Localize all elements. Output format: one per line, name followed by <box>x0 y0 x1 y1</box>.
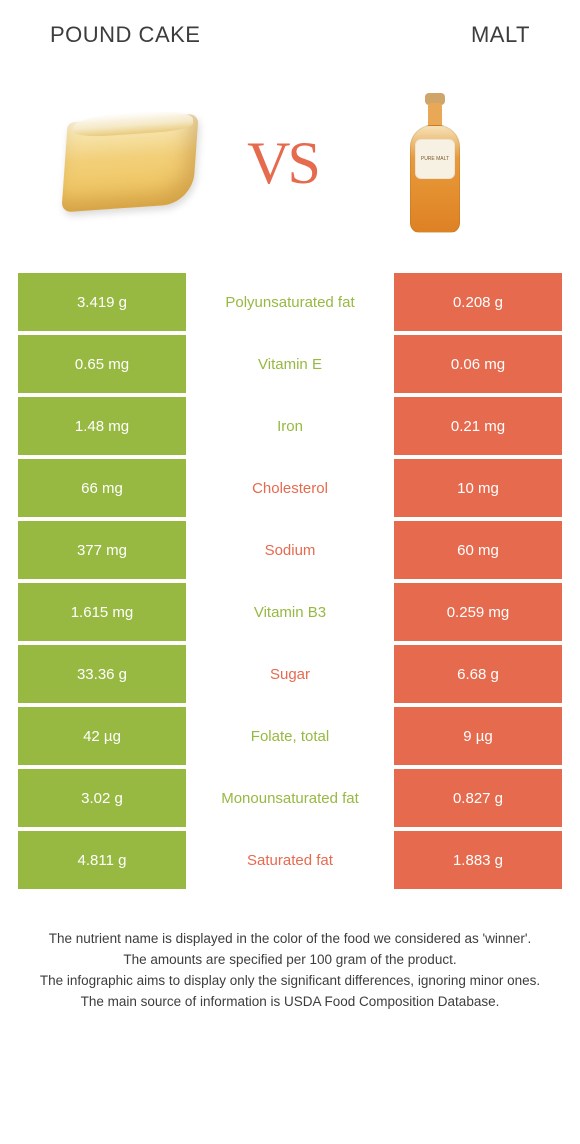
footer-line: The main source of information is USDA F… <box>28 992 552 1013</box>
nutrient-name: Cholesterol <box>186 459 394 517</box>
value-right: 0.21 mg <box>394 397 562 455</box>
value-right: 6.68 g <box>394 645 562 703</box>
nutrient-name: Polyunsaturated fat <box>186 273 394 331</box>
food-image-right: PURE MALT <box>355 93 515 233</box>
table-row: 0.65 mgVitamin E0.06 mg <box>18 335 562 393</box>
nutrient-name: Iron <box>186 397 394 455</box>
nutrient-name: Sugar <box>186 645 394 703</box>
table-row: 1.48 mgIron0.21 mg <box>18 397 562 455</box>
vs-label: VS <box>247 129 318 198</box>
value-right: 1.883 g <box>394 831 562 889</box>
malt-bottle-icon: PURE MALT <box>410 93 460 233</box>
value-left: 33.36 g <box>18 645 186 703</box>
comparison-table: 3.419 gPolyunsaturated fat0.208 g0.65 mg… <box>18 273 562 889</box>
value-left: 42 µg <box>18 707 186 765</box>
value-right: 0.208 g <box>394 273 562 331</box>
table-row: 33.36 gSugar6.68 g <box>18 645 562 703</box>
value-right: 9 µg <box>394 707 562 765</box>
nutrient-name: Folate, total <box>186 707 394 765</box>
hero-row: VS PURE MALT <box>0 63 580 263</box>
table-row: 66 mgCholesterol10 mg <box>18 459 562 517</box>
value-right: 0.827 g <box>394 769 562 827</box>
bottle-label-text: PURE MALT <box>415 139 455 179</box>
value-right: 60 mg <box>394 521 562 579</box>
table-row: 377 mgSodium60 mg <box>18 521 562 579</box>
footer-line: The infographic aims to display only the… <box>28 971 552 992</box>
titles-row: POUND CAKE MALT <box>0 0 580 63</box>
nutrient-name: Saturated fat <box>186 831 394 889</box>
value-left: 377 mg <box>18 521 186 579</box>
footer-line: The nutrient name is displayed in the co… <box>28 929 552 950</box>
nutrient-name: Vitamin E <box>186 335 394 393</box>
pound-cake-icon <box>55 108 205 218</box>
food-image-left <box>50 93 210 233</box>
footer-notes: The nutrient name is displayed in the co… <box>0 889 580 1013</box>
table-row: 3.02 gMonounsaturated fat0.827 g <box>18 769 562 827</box>
table-row: 3.419 gPolyunsaturated fat0.208 g <box>18 273 562 331</box>
value-right: 0.06 mg <box>394 335 562 393</box>
nutrient-name: Monounsaturated fat <box>186 769 394 827</box>
table-row: 4.811 gSaturated fat1.883 g <box>18 831 562 889</box>
value-left: 4.811 g <box>18 831 186 889</box>
title-left: POUND CAKE <box>50 22 200 48</box>
value-left: 1.615 mg <box>18 583 186 641</box>
value-right: 0.259 mg <box>394 583 562 641</box>
nutrient-name: Sodium <box>186 521 394 579</box>
value-left: 0.65 mg <box>18 335 186 393</box>
value-left: 1.48 mg <box>18 397 186 455</box>
table-row: 1.615 mgVitamin B30.259 mg <box>18 583 562 641</box>
table-row: 42 µgFolate, total9 µg <box>18 707 562 765</box>
title-right: MALT <box>471 22 530 48</box>
value-left: 3.419 g <box>18 273 186 331</box>
value-left: 3.02 g <box>18 769 186 827</box>
nutrient-name: Vitamin B3 <box>186 583 394 641</box>
footer-line: The amounts are specified per 100 gram o… <box>28 950 552 971</box>
value-right: 10 mg <box>394 459 562 517</box>
value-left: 66 mg <box>18 459 186 517</box>
